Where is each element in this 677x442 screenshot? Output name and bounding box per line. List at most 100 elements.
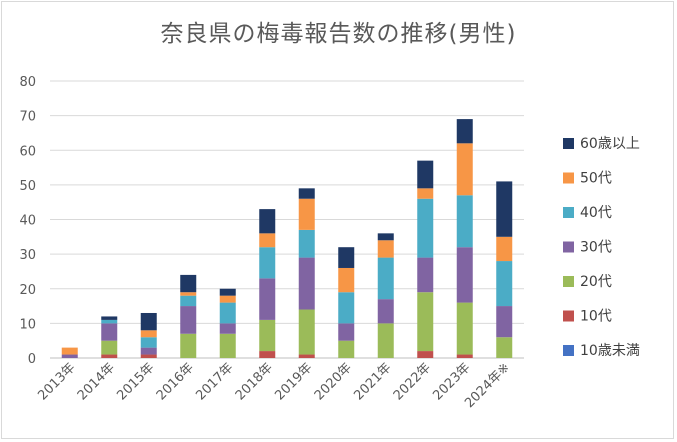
bar-segment bbox=[219, 323, 236, 334]
legend-item: 60歳以上 bbox=[563, 136, 640, 152]
bar-segment bbox=[338, 247, 355, 268]
legend-label: 40代 bbox=[580, 205, 612, 221]
chart-title: 奈良県の梅毒報告数の推移(男性) bbox=[160, 21, 517, 47]
legend-label: 50代 bbox=[580, 171, 612, 187]
legend-swatch bbox=[563, 310, 574, 322]
bar-segment bbox=[456, 247, 473, 303]
bar-segment bbox=[61, 354, 78, 358]
bar-segment bbox=[377, 257, 394, 300]
bar-segment bbox=[219, 288, 236, 296]
bar-segment bbox=[61, 347, 78, 355]
bar-segment bbox=[140, 330, 157, 338]
bar-segment bbox=[101, 316, 118, 320]
bar-segment bbox=[377, 240, 394, 258]
bar-segment bbox=[338, 292, 355, 324]
bar-segment bbox=[219, 302, 236, 324]
bar-segment bbox=[338, 340, 355, 358]
legend-label: 10歳未満 bbox=[580, 343, 640, 359]
y-tick-label: 60 bbox=[19, 144, 36, 159]
bar-segment bbox=[298, 354, 315, 358]
x-tick-label: 2016年 bbox=[154, 360, 197, 403]
bar-segment bbox=[456, 143, 473, 196]
y-tick-label: 70 bbox=[19, 110, 36, 125]
bar-segment bbox=[101, 323, 118, 341]
legend-label: 30代 bbox=[580, 240, 612, 256]
x-tick-label: 2021年 bbox=[351, 360, 394, 403]
bar-segment bbox=[496, 337, 513, 358]
bar-segment bbox=[417, 188, 434, 199]
y-tick-label: 40 bbox=[19, 214, 36, 229]
bar-segment bbox=[298, 188, 315, 199]
y-tick-label: 30 bbox=[19, 248, 36, 263]
x-tick-label: 2014年 bbox=[75, 360, 118, 403]
bar-segment bbox=[456, 119, 473, 144]
bar-segment bbox=[259, 319, 276, 352]
x-tick-label: 2020年 bbox=[312, 360, 355, 403]
bar-segment bbox=[298, 198, 315, 230]
legend-swatch bbox=[563, 138, 574, 149]
bar-segment bbox=[140, 312, 157, 331]
legend-swatch bbox=[563, 172, 574, 184]
bar-segment bbox=[496, 236, 513, 262]
bar-segment bbox=[140, 354, 157, 358]
bar-segment bbox=[259, 209, 276, 234]
bar-segment bbox=[377, 299, 394, 324]
bar-segment bbox=[298, 229, 315, 258]
bar-segment bbox=[417, 257, 434, 293]
legend-label: 10代 bbox=[580, 309, 612, 325]
bar-segment bbox=[298, 309, 315, 355]
bar-segment bbox=[417, 198, 434, 258]
legend-swatch bbox=[563, 241, 574, 253]
bar-segment bbox=[180, 306, 197, 334]
bar-segment bbox=[377, 323, 394, 358]
bar-segment bbox=[101, 319, 118, 324]
bar-segment bbox=[180, 292, 197, 296]
legend-item: 50代 bbox=[563, 171, 612, 187]
legend: 60歳以上 50代 40代 30代 20代 10代 10歳未満 bbox=[563, 136, 640, 359]
bar-segment bbox=[259, 351, 276, 358]
legend-item: 40代 bbox=[563, 205, 612, 221]
bar-segment bbox=[496, 261, 513, 307]
x-tick-label: 2017年 bbox=[193, 360, 236, 403]
x-axis-ticks: 2013年2014年2015年2016年2017年2018年2019年2020年… bbox=[35, 360, 513, 411]
y-tick-label: 50 bbox=[19, 179, 36, 194]
bar-segment bbox=[259, 278, 276, 320]
bar-segment bbox=[219, 333, 236, 358]
bar-segment bbox=[140, 347, 157, 355]
legend-label: 20代 bbox=[580, 274, 612, 290]
bar-segment bbox=[338, 323, 355, 341]
legend-swatch bbox=[563, 207, 574, 218]
y-tick-label: 20 bbox=[19, 283, 36, 298]
bar-segment bbox=[101, 354, 118, 358]
bar-segment bbox=[180, 274, 197, 293]
bar-segment bbox=[496, 306, 513, 338]
legend-label: 60歳以上 bbox=[580, 136, 640, 152]
x-tick-label: 2015年 bbox=[114, 360, 157, 403]
bar-segment bbox=[456, 195, 473, 248]
x-tick-label: 2018年 bbox=[233, 360, 276, 403]
x-tick-label: 2013年 bbox=[35, 360, 78, 403]
bar-segment bbox=[417, 351, 434, 358]
legend-item: 30代 bbox=[563, 240, 612, 256]
bars bbox=[61, 119, 513, 358]
legend-item: 10歳未満 bbox=[563, 343, 640, 359]
y-tick-label: 10 bbox=[19, 317, 36, 332]
bar-segment bbox=[417, 292, 434, 352]
x-tick-label: 2022年 bbox=[391, 360, 434, 403]
bar-segment bbox=[259, 247, 276, 279]
bar-segment bbox=[180, 295, 197, 307]
bar-segment bbox=[219, 295, 236, 303]
bar-segment bbox=[180, 333, 197, 358]
x-tick-label: 2019年 bbox=[272, 360, 315, 403]
legend-swatch bbox=[563, 345, 574, 356]
bar-segment bbox=[140, 337, 157, 348]
bar-segment bbox=[259, 233, 276, 248]
bar-segment bbox=[101, 340, 118, 355]
bar-segment bbox=[377, 233, 394, 241]
bar-segment bbox=[417, 160, 434, 189]
bar-segment bbox=[496, 181, 513, 237]
bar-segment bbox=[338, 267, 355, 293]
y-axis-ticks: 0 10 20 30 40 50 60 70 80 bbox=[19, 75, 36, 367]
legend-item: 10代 bbox=[563, 309, 612, 325]
